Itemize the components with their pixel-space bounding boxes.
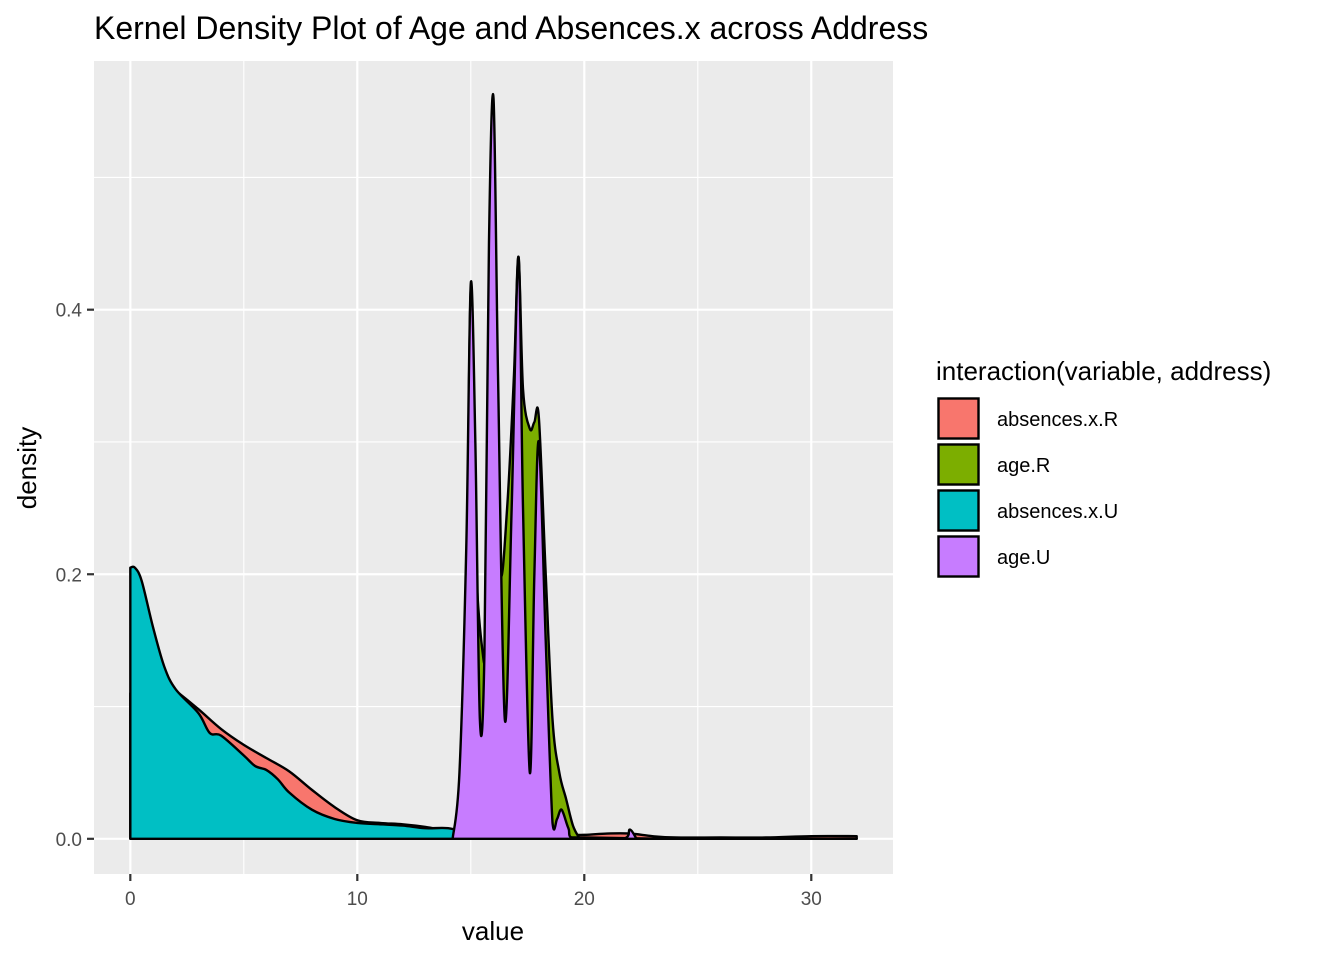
x-tick-label: 0	[125, 889, 136, 910]
y-tick-label: 0.0	[56, 830, 82, 851]
y-tick-label: 0.4	[56, 301, 83, 322]
x-axis-title: value	[462, 916, 524, 946]
legend-items: absences.x.R age.R absences.x.U age.U	[937, 397, 1118, 578]
legend-label: age.R	[997, 455, 1050, 477]
x-tick-label: 10	[347, 889, 368, 910]
chart-title: Kernel Density Plot of Age and Absences.…	[94, 10, 928, 46]
legend-label: age.U	[997, 547, 1050, 569]
legend-label: absences.x.R	[997, 409, 1118, 431]
legend-title: interaction(variable, address)	[936, 356, 1271, 386]
y-axis: 0.0 0.2 0.4	[56, 301, 94, 851]
legend-label: absences.x.U	[997, 501, 1118, 523]
legend-swatch	[937, 489, 980, 532]
y-axis-title: density	[12, 427, 42, 509]
density-areas	[129, 93, 858, 841]
legend-swatch	[937, 443, 980, 486]
legend-swatch	[937, 397, 980, 440]
legend: interaction(variable, address) absences.…	[936, 356, 1271, 578]
x-axis: 0 10 20 30	[125, 874, 822, 910]
x-tick-label: 20	[574, 889, 595, 910]
legend-swatch	[937, 535, 980, 578]
x-tick-label: 30	[801, 889, 822, 910]
y-tick-label: 0.2	[56, 565, 82, 586]
density-area-age-U	[451, 93, 638, 841]
